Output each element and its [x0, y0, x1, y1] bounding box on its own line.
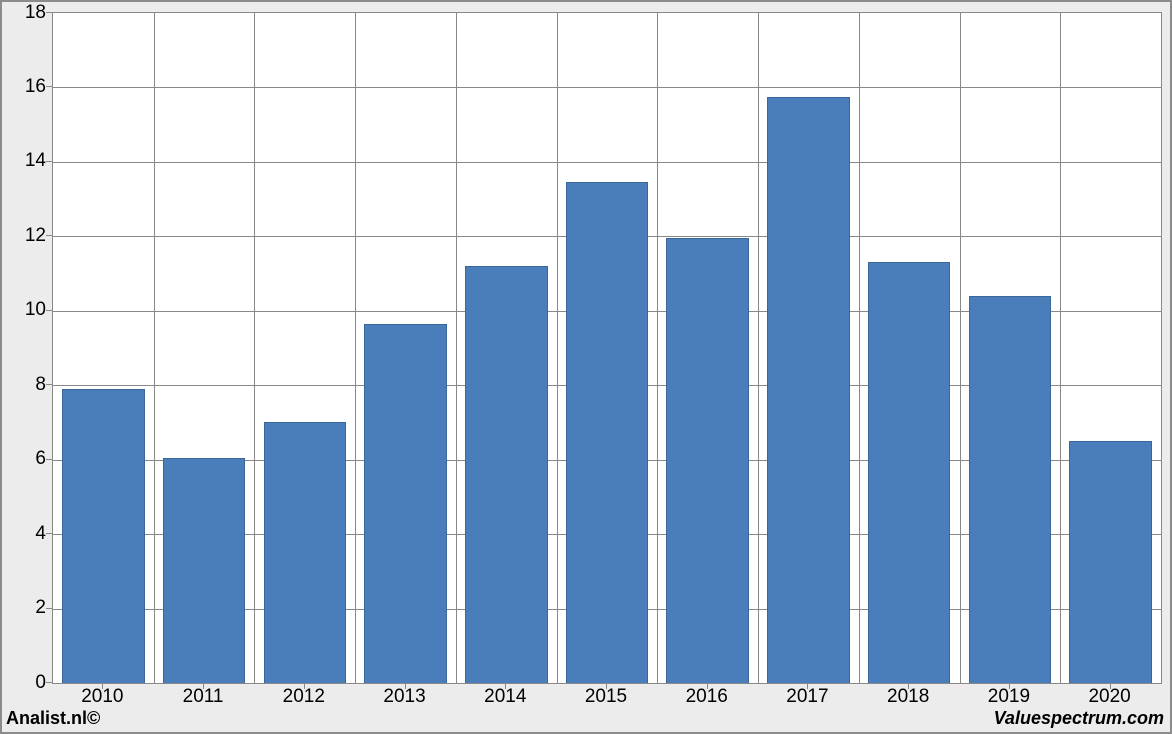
x-tick-label: 2015	[556, 686, 657, 708]
grid-line	[960, 13, 961, 683]
bar	[465, 266, 548, 683]
bar	[566, 182, 649, 683]
y-tick-label: 16	[8, 76, 46, 98]
y-tick-label: 2	[8, 597, 46, 619]
y-tick-label: 12	[8, 225, 46, 247]
bar	[767, 97, 850, 683]
y-tick-mark	[46, 459, 52, 460]
y-tick-mark	[46, 682, 52, 683]
grid-line	[154, 13, 155, 683]
grid-line	[758, 13, 759, 683]
grid-line	[1060, 13, 1061, 683]
chart-container: 0 2 4 6 8 10 12 14 16 18 201020112012201320142015…	[0, 0, 1172, 734]
footer-credit-left: Analist.nl©	[6, 708, 100, 729]
y-tick-label: 14	[8, 150, 46, 172]
x-tick-label: 2012	[253, 686, 354, 708]
y-tick-label: 4	[8, 523, 46, 545]
y-tick-mark	[46, 235, 52, 236]
grid-line	[456, 13, 457, 683]
y-tick-mark	[46, 86, 52, 87]
x-tick-label: 2014	[455, 686, 556, 708]
grid-line	[53, 87, 1161, 88]
bar	[264, 422, 347, 683]
grid-line	[254, 13, 255, 683]
y-tick-label: 6	[8, 448, 46, 470]
x-tick-label: 2016	[656, 686, 757, 708]
bar	[969, 296, 1052, 683]
x-tick-label: 2013	[354, 686, 455, 708]
bar	[364, 324, 447, 683]
y-tick-mark	[46, 608, 52, 609]
x-tick-label: 2011	[153, 686, 254, 708]
bar	[62, 389, 145, 683]
y-tick-mark	[46, 533, 52, 534]
y-tick-mark	[46, 384, 52, 385]
x-tick-label: 2010	[52, 686, 153, 708]
grid-line	[355, 13, 356, 683]
grid-line	[53, 162, 1161, 163]
footer-credit-right: Valuespectrum.com	[994, 708, 1164, 729]
bar	[868, 262, 951, 683]
grid-line	[859, 13, 860, 683]
y-tick-label: 0	[8, 672, 46, 694]
grid-line	[657, 13, 658, 683]
bar	[666, 238, 749, 683]
bar	[163, 458, 246, 683]
x-tick-label: 2017	[757, 686, 858, 708]
y-tick-mark	[46, 310, 52, 311]
x-tick-label: 2018	[858, 686, 959, 708]
y-tick-mark	[46, 12, 52, 13]
y-tick-label: 8	[8, 374, 46, 396]
y-tick-label: 18	[8, 2, 46, 24]
y-tick-label: 10	[8, 299, 46, 321]
bar	[1069, 441, 1152, 683]
x-tick-label: 2020	[1059, 686, 1160, 708]
x-tick-label: 2019	[959, 686, 1060, 708]
y-tick-mark	[46, 161, 52, 162]
plot-area	[52, 12, 1162, 684]
grid-line	[557, 13, 558, 683]
